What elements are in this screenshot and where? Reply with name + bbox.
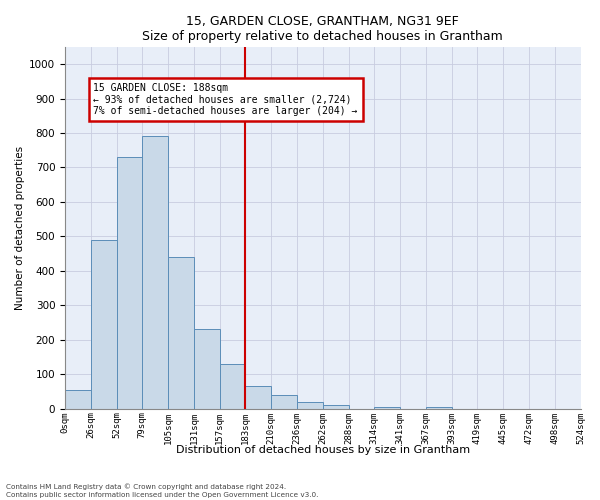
Y-axis label: Number of detached properties: Number of detached properties (15, 146, 25, 310)
Bar (65, 390, 91, 408)
Bar (220, 364, 245, 408)
Bar (168, 257, 194, 408)
Bar (323, 405, 349, 408)
Text: 15 GARDEN CLOSE: 188sqm
← 93% of detached houses are smaller (2,724)
7% of semi-: 15 GARDEN CLOSE: 188sqm ← 93% of detache… (94, 83, 358, 116)
Bar (426, 407, 452, 408)
Bar (297, 402, 323, 408)
Bar (142, 136, 168, 408)
Bar (271, 395, 297, 408)
X-axis label: Distribution of detached houses by size in Grantham: Distribution of detached houses by size … (176, 445, 470, 455)
Text: Contains HM Land Registry data © Crown copyright and database right 2024.
Contai: Contains HM Land Registry data © Crown c… (6, 484, 319, 498)
Bar (194, 330, 220, 408)
Bar (374, 407, 400, 408)
Bar (91, 240, 116, 408)
Title: 15, GARDEN CLOSE, GRANTHAM, NG31 9EF
Size of property relative to detached house: 15, GARDEN CLOSE, GRANTHAM, NG31 9EF Siz… (142, 15, 503, 43)
Bar (245, 386, 271, 408)
Bar (116, 157, 142, 408)
